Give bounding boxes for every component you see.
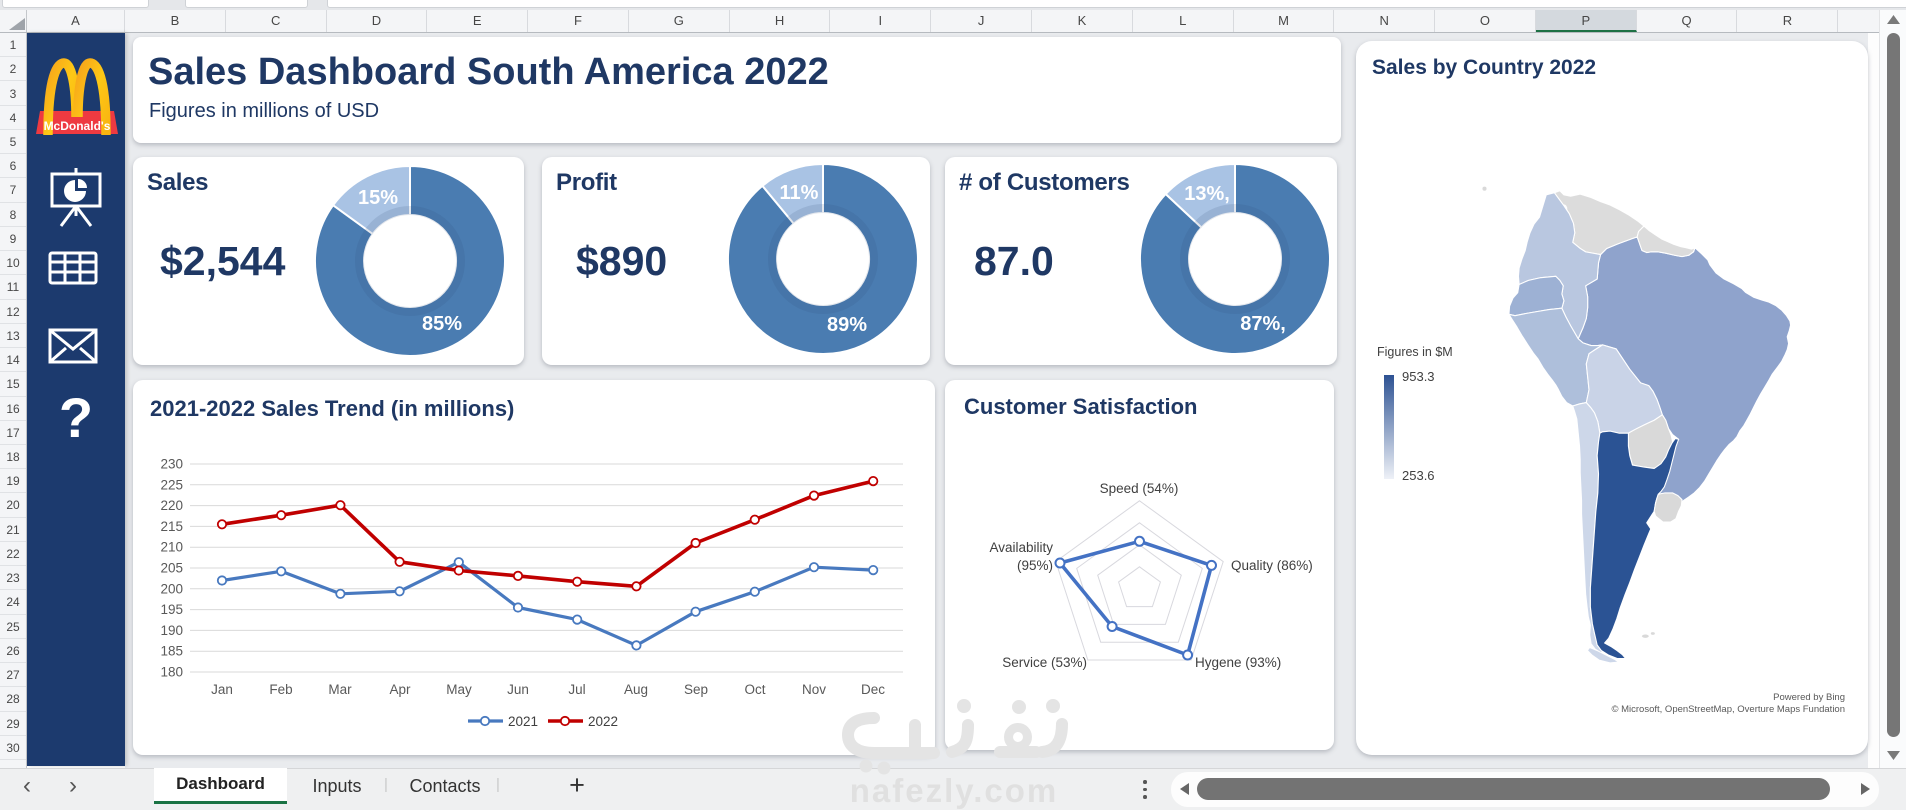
svg-text:Service (53%): Service (53%) — [1002, 655, 1087, 670]
svg-text:190: 190 — [160, 623, 183, 638]
svg-text:2022: 2022 — [588, 714, 618, 729]
svg-text:(95%): (95%) — [1017, 558, 1053, 573]
svg-text:Availability: Availability — [989, 540, 1053, 555]
svg-text:McDonald's: McDonald's — [44, 119, 111, 133]
svg-text:210: 210 — [160, 540, 183, 555]
svg-text:Dec: Dec — [861, 682, 885, 697]
svg-text:2021: 2021 — [508, 714, 538, 729]
svg-text:Sep: Sep — [684, 682, 708, 697]
svg-text:Quality (86%): Quality (86%) — [1231, 558, 1313, 573]
svg-text:85%: 85% — [422, 313, 462, 335]
svg-text:Jun: Jun — [507, 682, 529, 697]
svg-text:205: 205 — [160, 561, 183, 576]
svg-text:195: 195 — [160, 602, 183, 617]
svg-text:230: 230 — [160, 457, 183, 472]
svg-text:Feb: Feb — [269, 682, 292, 697]
svg-text:Hygene (93%): Hygene (93%) — [1195, 655, 1281, 670]
svg-text:225: 225 — [160, 477, 183, 492]
svg-text:220: 220 — [160, 498, 183, 513]
svg-text:215: 215 — [160, 519, 183, 534]
svg-text:May: May — [446, 682, 472, 697]
svg-text:Speed (54%): Speed (54%) — [1100, 481, 1179, 496]
svg-text:180: 180 — [160, 665, 183, 680]
svg-text:13%,: 13%, — [1184, 183, 1230, 205]
svg-text:Aug: Aug — [624, 682, 648, 697]
svg-text:200: 200 — [160, 581, 183, 596]
svg-text:15%: 15% — [358, 187, 398, 209]
svg-text:Jul: Jul — [568, 682, 585, 697]
svg-text:185: 185 — [160, 644, 183, 659]
svg-text:nafezly.com: nafezly.com — [850, 772, 1058, 809]
svg-text:Apr: Apr — [389, 682, 411, 697]
svg-text:Nov: Nov — [802, 682, 826, 697]
svg-text:Oct: Oct — [744, 682, 765, 697]
svg-text:Mar: Mar — [328, 682, 352, 697]
svg-text:Jan: Jan — [211, 682, 233, 697]
svg-text:89%: 89% — [827, 314, 867, 336]
svg-text:87%,: 87%, — [1240, 313, 1286, 335]
svg-text:11%: 11% — [780, 182, 819, 204]
